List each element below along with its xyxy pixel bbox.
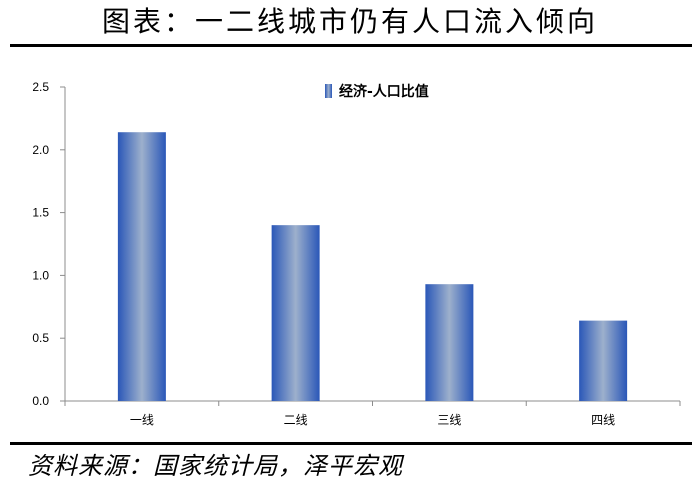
y-tick-label: 2.0	[32, 143, 49, 157]
bar-chart: 0.0 0.5 1.0 1.5 2.0 2.5 一线 二线 三线 四线 经济-人口比值	[32, 80, 681, 427]
bar	[425, 284, 474, 401]
y-tick-label: 1.5	[32, 206, 49, 220]
bar	[271, 225, 320, 401]
bar	[117, 132, 166, 401]
y-tick-label: 1.0	[32, 268, 49, 282]
title-rule	[10, 44, 692, 47]
source-rule	[10, 442, 692, 445]
x-tick-label: 一线	[130, 413, 154, 427]
bar	[579, 320, 628, 401]
y-tick-label: 0.0	[32, 394, 49, 408]
source-note: 资料来源：国家统计局，泽平宏观	[28, 452, 403, 480]
x-tick-label: 二线	[284, 413, 308, 427]
x-tick-label: 三线	[437, 413, 461, 427]
y-tick-label: 0.5	[32, 331, 49, 345]
legend: 经济-人口比值	[325, 83, 429, 100]
chart-title: 图表：一二线城市仍有人口流入倾向	[101, 5, 598, 38]
y-tick-label: 2.5	[32, 80, 49, 94]
axes: 0.0 0.5 1.0 1.5 2.0 2.5 一线 二线 三线 四线	[32, 80, 681, 427]
legend-swatch	[325, 84, 332, 98]
legend-label: 经济-人口比值	[339, 83, 429, 100]
bars	[117, 132, 628, 401]
x-tick-label: 四线	[591, 413, 615, 427]
